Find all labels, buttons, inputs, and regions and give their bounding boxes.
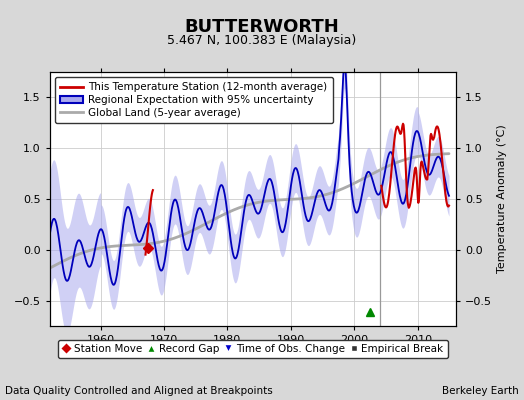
Text: 5.467 N, 100.383 E (Malaysia): 5.467 N, 100.383 E (Malaysia)	[167, 34, 357, 47]
Text: BUTTERWORTH: BUTTERWORTH	[184, 18, 340, 36]
Y-axis label: Temperature Anomaly (°C): Temperature Anomaly (°C)	[497, 125, 507, 273]
Legend: Station Move, Record Gap, Time of Obs. Change, Empirical Break: Station Move, Record Gap, Time of Obs. C…	[58, 340, 447, 358]
Text: Data Quality Controlled and Aligned at Breakpoints: Data Quality Controlled and Aligned at B…	[5, 386, 273, 396]
Legend: This Temperature Station (12-month average), Regional Expectation with 95% uncer: This Temperature Station (12-month avera…	[55, 77, 333, 123]
Text: Berkeley Earth: Berkeley Earth	[442, 386, 519, 396]
